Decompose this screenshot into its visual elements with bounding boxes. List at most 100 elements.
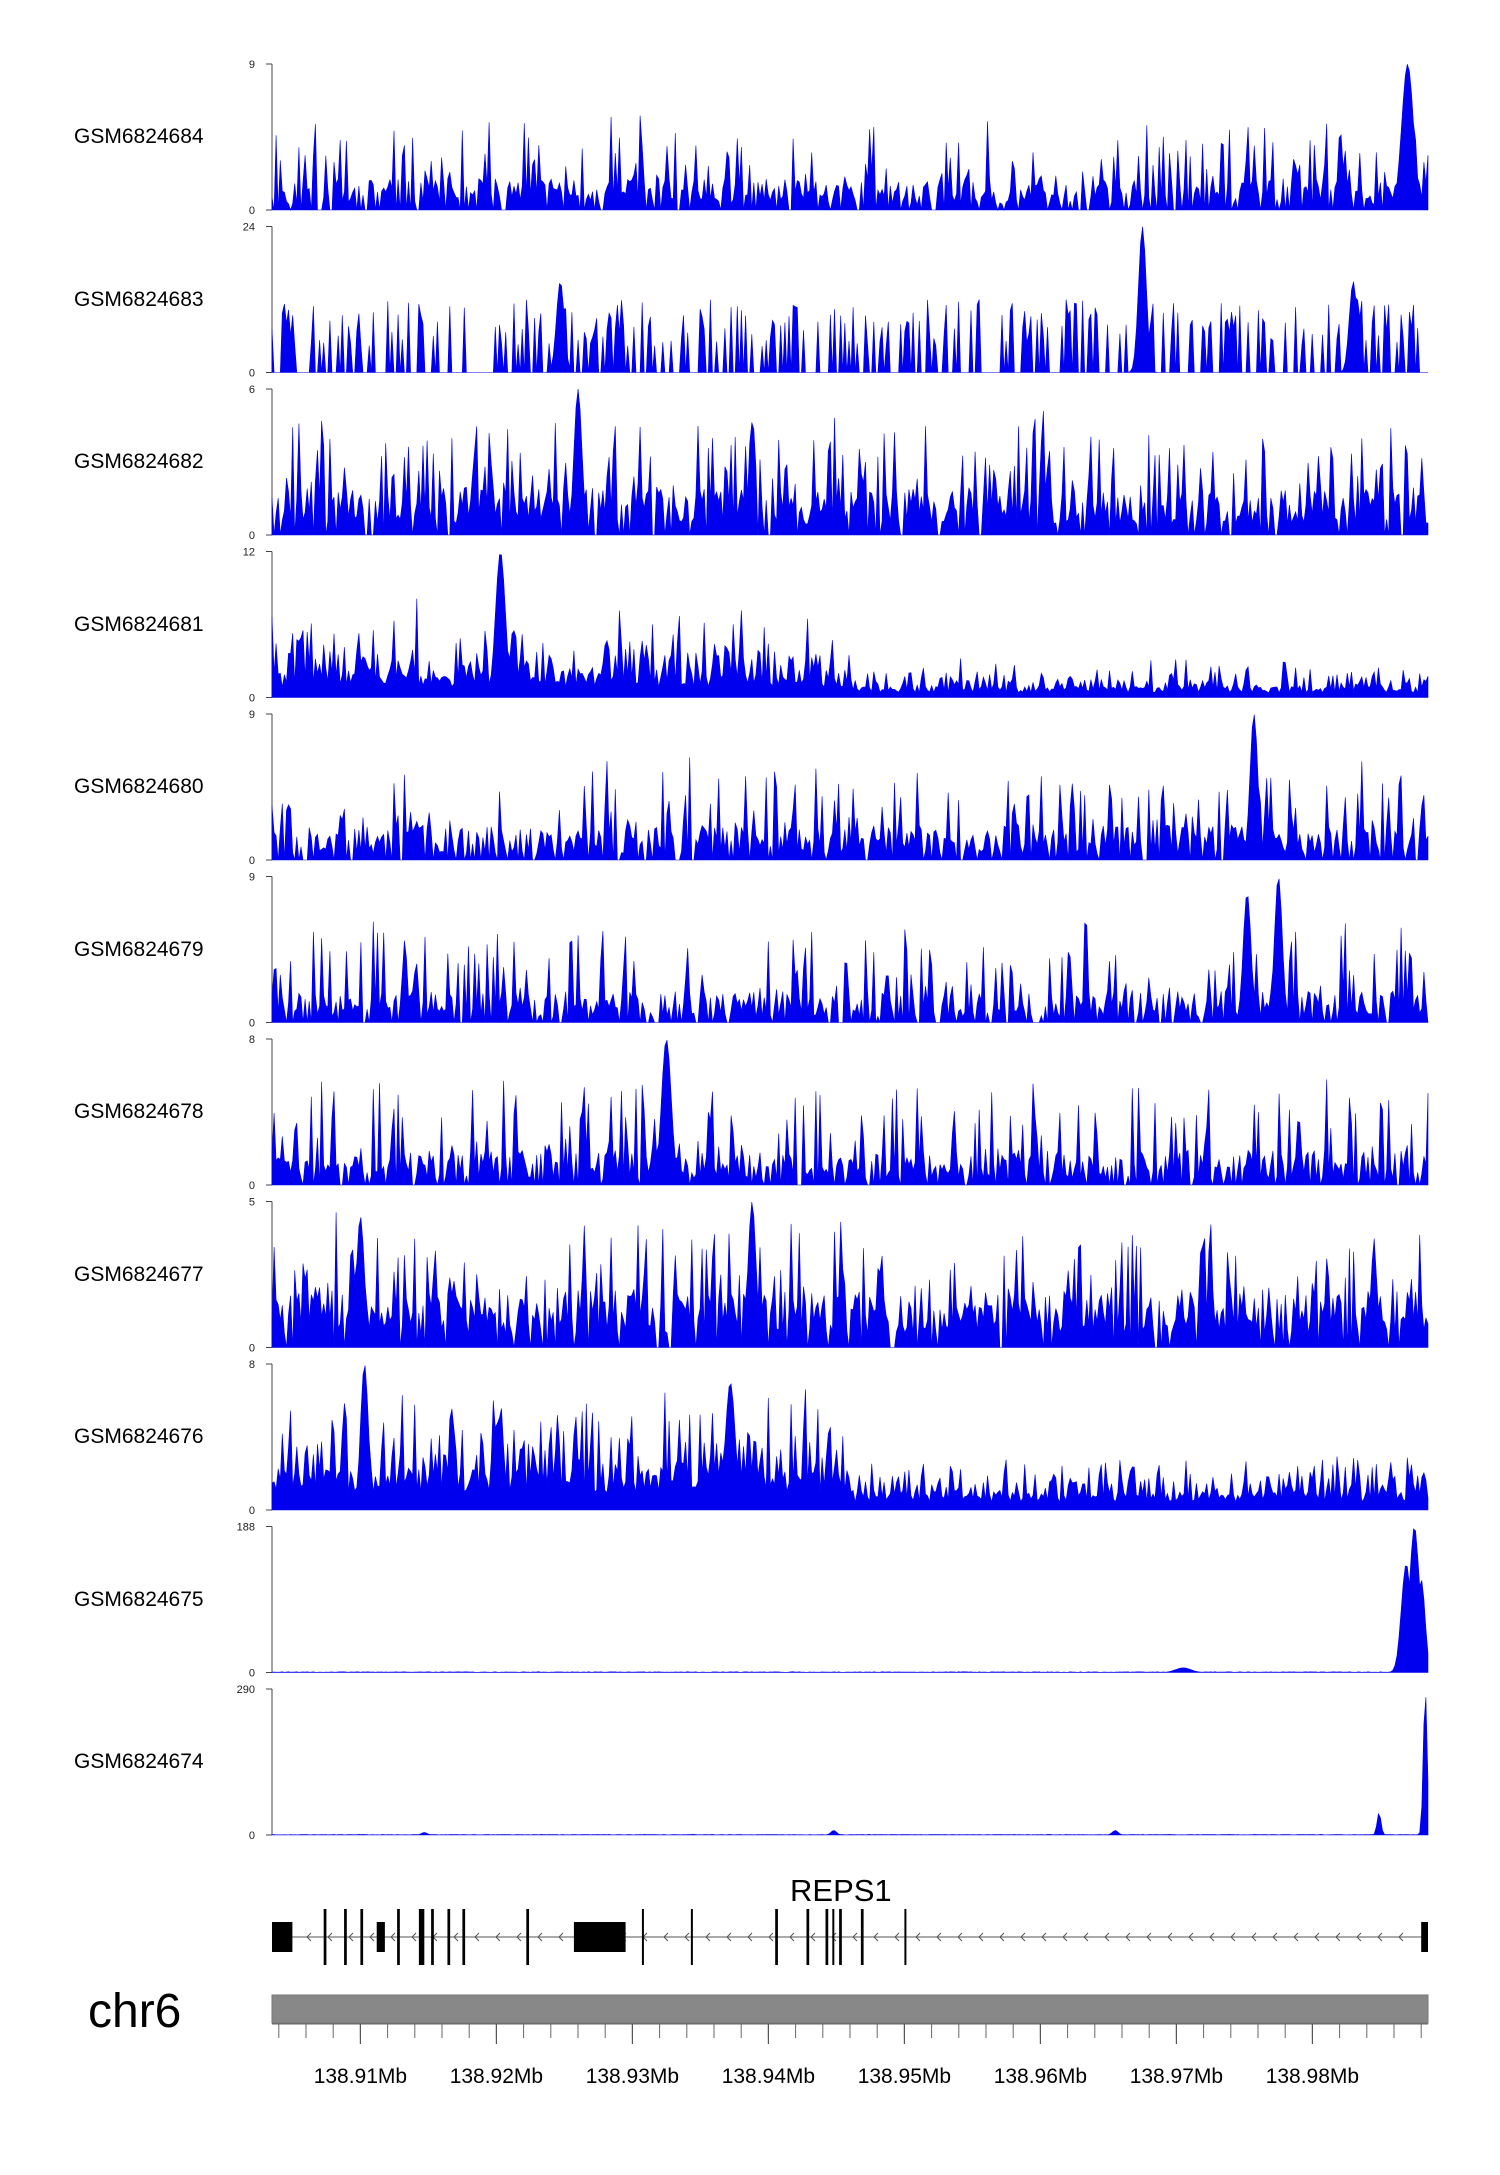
coverage-area xyxy=(271,714,1429,861)
strand-arrow xyxy=(1272,1932,1278,1942)
strand-arrow xyxy=(789,1932,795,1942)
strand-arrow xyxy=(810,1932,816,1942)
strand-arrow xyxy=(936,1932,942,1942)
strand-arrow xyxy=(453,1932,459,1942)
strand-arrow xyxy=(726,1932,732,1942)
strand-arrow xyxy=(306,1932,312,1942)
coverage-area xyxy=(271,388,1429,536)
y-max-tick-label: 9 xyxy=(249,59,255,71)
y-max-tick-label: 188 xyxy=(237,1522,255,1534)
coverage-area xyxy=(271,226,1428,373)
coverage-area xyxy=(271,1697,1429,1836)
genome-axis-tick-label: 138.91Mb xyxy=(314,2065,407,2088)
strand-arrow xyxy=(1062,1932,1068,1942)
genome-axis-tick-label: 138.92Mb xyxy=(450,2065,543,2088)
track-label: GSM6824675 xyxy=(74,1587,204,1611)
y-min-tick-label: 0 xyxy=(249,1830,255,1842)
exon-block xyxy=(641,1909,644,1965)
track-label: GSM6824684 xyxy=(74,125,204,148)
strand-arrow xyxy=(1230,1932,1236,1942)
strand-arrow xyxy=(1293,1932,1299,1942)
y-min-tick-label: 0 xyxy=(249,855,255,867)
strand-arrow xyxy=(1125,1932,1131,1942)
strand-arrow xyxy=(1104,1932,1110,1942)
strand-arrow xyxy=(1209,1932,1215,1942)
strand-arrow xyxy=(915,1932,921,1942)
strand-arrow xyxy=(999,1932,1005,1942)
strand-arrow xyxy=(1083,1932,1089,1942)
exon-block xyxy=(904,1909,907,1965)
y-min-tick-label: 0 xyxy=(249,1668,255,1680)
strand-arrow xyxy=(327,1932,333,1942)
genome-axis-tick-label: 138.97Mb xyxy=(1130,2065,1223,2088)
strand-arrow xyxy=(831,1932,837,1942)
strand-arrow xyxy=(684,1932,690,1942)
track-label: GSM6824683 xyxy=(74,287,204,311)
exon-block xyxy=(447,1909,451,1965)
strand-arrow xyxy=(558,1932,564,1942)
track-label: GSM6824680 xyxy=(74,775,204,798)
track-label: GSM6824678 xyxy=(74,1100,204,1123)
exon-block xyxy=(806,1909,810,1965)
exon-block xyxy=(323,1909,327,1965)
y-min-tick-label: 0 xyxy=(249,1343,255,1355)
exon-block xyxy=(825,1909,829,1965)
strand-arrow xyxy=(663,1932,669,1942)
y-max-tick-label: 24 xyxy=(243,222,255,234)
y-min-tick-label: 0 xyxy=(249,1018,255,1030)
y-min-tick-label: 0 xyxy=(249,205,255,217)
strand-arrow xyxy=(705,1932,711,1942)
strand-arrow xyxy=(1314,1932,1320,1942)
exon-block xyxy=(573,1922,626,1952)
strand-arrow xyxy=(348,1932,354,1942)
strand-arrow xyxy=(1188,1932,1194,1942)
strand-arrow xyxy=(474,1932,480,1942)
exon-block xyxy=(775,1909,778,1965)
track-label: GSM6824676 xyxy=(74,1425,204,1448)
strand-arrow xyxy=(768,1932,774,1942)
track-label: GSM6824679 xyxy=(74,937,204,961)
y-min-tick-label: 0 xyxy=(249,693,255,705)
y-min-tick-label: 0 xyxy=(249,368,255,380)
exon-block xyxy=(418,1909,425,1965)
strand-arrow xyxy=(747,1932,753,1942)
exon-block xyxy=(397,1909,400,1965)
exon-block xyxy=(272,1922,293,1952)
y-max-tick-label: 8 xyxy=(249,1034,255,1046)
genome-axis-tick-label: 138.98Mb xyxy=(1266,2065,1359,2088)
y-max-tick-label: 6 xyxy=(249,384,255,396)
y-min-tick-label: 0 xyxy=(249,530,255,542)
genome-axis-tick-label: 138.93Mb xyxy=(586,2065,679,2088)
strand-arrow xyxy=(1167,1932,1173,1942)
strand-arrow xyxy=(1146,1932,1152,1942)
strand-arrow xyxy=(411,1932,417,1942)
exon-block xyxy=(431,1909,434,1965)
y-min-tick-label: 0 xyxy=(249,1180,255,1192)
strand-arrow xyxy=(390,1932,396,1942)
strand-arrow xyxy=(978,1932,984,1942)
gene-name-label: REPS1 xyxy=(790,1873,892,1908)
coverage-area xyxy=(271,64,1429,212)
y-max-tick-label: 8 xyxy=(249,1359,255,1371)
strand-arrow xyxy=(1356,1932,1362,1942)
genome-axis-tick-label: 138.94Mb xyxy=(722,2065,815,2088)
exon-block xyxy=(360,1909,364,1965)
strand-arrow xyxy=(1041,1932,1047,1942)
exon-block xyxy=(690,1909,693,1965)
coverage-area xyxy=(271,878,1429,1023)
strand-arrow xyxy=(1398,1932,1404,1942)
chromosome-label: chr6 xyxy=(88,1985,182,2038)
y-max-tick-label: 12 xyxy=(243,547,255,559)
y-max-tick-label: 290 xyxy=(237,1684,255,1696)
strand-arrow xyxy=(894,1932,900,1942)
strand-arrow xyxy=(1251,1932,1257,1942)
strand-arrow xyxy=(1335,1932,1341,1942)
strand-arrow xyxy=(537,1932,543,1942)
coverage-area xyxy=(271,554,1429,698)
strand-arrow xyxy=(852,1932,858,1942)
y-min-tick-label: 0 xyxy=(249,1505,255,1517)
y-max-tick-label: 9 xyxy=(249,872,255,884)
exon-block xyxy=(860,1909,864,1965)
